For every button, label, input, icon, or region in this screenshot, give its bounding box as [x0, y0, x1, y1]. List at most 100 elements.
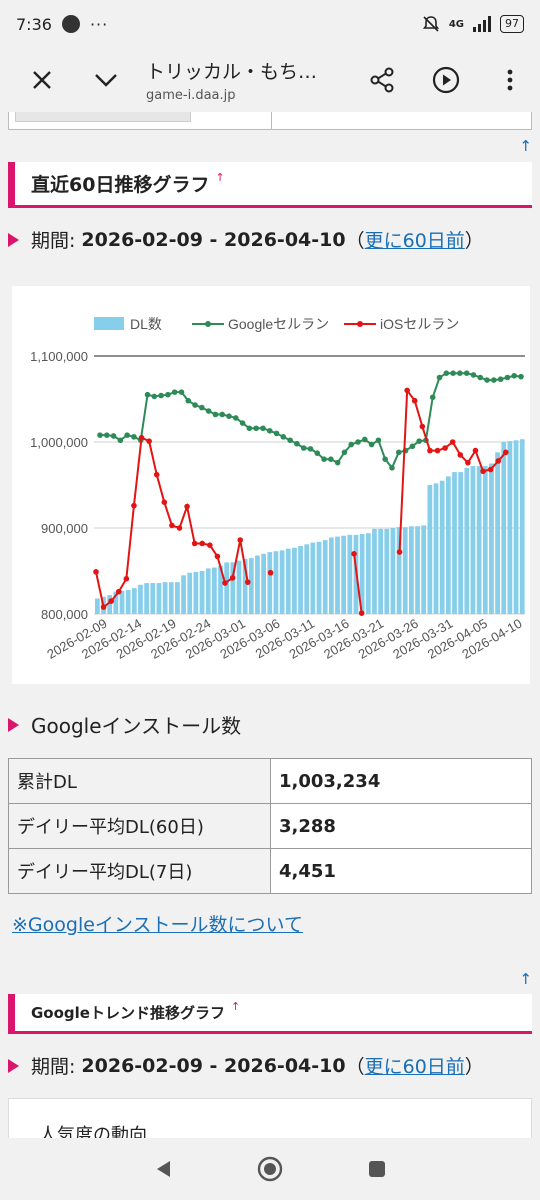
stat-label: デイリー平均DL(60日): [8, 803, 271, 849]
google-rank-point: [233, 415, 239, 421]
period-close-paren: ）: [464, 230, 484, 252]
play-button[interactable]: [424, 58, 468, 102]
google-rank-point: [165, 391, 171, 398]
google-rank-point: [497, 376, 504, 383]
page-url: game-i.daa.jp: [146, 88, 236, 103]
legend-label: Googleセルラン: [228, 316, 329, 332]
page-top-link[interactable]: ↑: [519, 970, 532, 988]
google-rank-point: [334, 459, 341, 466]
dl-bar: [205, 568, 211, 614]
google-rank-point: [518, 373, 524, 380]
google-rank-point: [294, 440, 300, 447]
period-label: 期間:: [31, 1056, 76, 1078]
ios-rank-point: [199, 540, 206, 547]
dl-bar: [211, 567, 217, 614]
dl-bar: [427, 485, 433, 614]
install-stats-table: 累計DL 1,003,234 デイリー平均DL(60日) 3,288 デイリー平…: [8, 758, 532, 894]
dl-bar: [150, 583, 156, 614]
google-rank-point: [253, 425, 259, 432]
dl-bar: [409, 526, 414, 614]
google-rank-point: [491, 377, 497, 383]
ios-rank-point: [123, 575, 130, 582]
share-button[interactable]: [360, 58, 404, 102]
google-installs-note-link[interactable]: ※Googleインストール数について: [12, 914, 303, 936]
y-tick-label: 900,000: [41, 521, 88, 536]
legend-swatch-dl: [94, 317, 124, 330]
stat-label: 累計DL: [8, 758, 271, 804]
dl-bar: [501, 442, 507, 614]
google-rank-point: [151, 393, 158, 400]
dl-bar: [470, 466, 476, 614]
dl-bar: [304, 544, 310, 614]
app-notification-icon: [61, 15, 80, 33]
google-rank-point: [395, 449, 402, 456]
dl-bar: [95, 598, 100, 614]
previous-60-days-link[interactable]: 更に60日前: [364, 230, 465, 252]
google-rank-point: [450, 370, 456, 376]
ios-rank-point: [146, 438, 152, 444]
ios-rank-point: [358, 610, 365, 616]
bullet-triangle-icon: [8, 717, 19, 732]
dl-bar: [261, 553, 266, 614]
ios-rank-point: [191, 540, 198, 547]
trend-previous-60-days-link[interactable]: 更に60日前: [364, 1056, 465, 1078]
dl-bar: [335, 536, 340, 614]
back-button[interactable]: [143, 1149, 183, 1189]
close-button[interactable]: [20, 58, 64, 102]
stat-value: 4,451: [270, 848, 532, 894]
browser-toolbar: トリッカル・もち… game-i.daa.jp: [0, 48, 540, 112]
ios-rank-point: [449, 439, 456, 445]
ios-rank-line: [353, 553, 363, 614]
status-bar: 7:36 ··· 4G 97: [0, 0, 540, 48]
dl-bar: [298, 546, 303, 614]
dl-bar: [519, 439, 525, 614]
trend-top-link[interactable]: ↑: [230, 1000, 241, 1013]
y-tick-label: 1,100,000: [30, 349, 88, 364]
google-installs-title: Googleインストール数: [31, 714, 242, 738]
table-cell-fragment: [15, 112, 191, 122]
dl-bar: [365, 533, 371, 614]
dl-bar: [421, 525, 427, 614]
home-button[interactable]: [250, 1149, 290, 1189]
dl-bar: [144, 583, 150, 614]
page-top-link[interactable]: ↑: [519, 137, 532, 155]
more-vert-icon: [507, 69, 513, 91]
close-icon: [33, 71, 51, 89]
play-icon: [432, 66, 460, 94]
recents-button[interactable]: [357, 1149, 397, 1189]
ios-rank-point: [404, 387, 410, 394]
google-rank-point: [103, 432, 110, 438]
period-label: 期間:: [31, 230, 76, 252]
recents-icon: [368, 1161, 385, 1177]
more-options-button[interactable]: [488, 58, 532, 102]
expand-button[interactable]: [84, 58, 128, 102]
dl-bar: [384, 528, 390, 614]
dl-bar: [224, 562, 230, 614]
legend-swatch-dot: [205, 321, 211, 327]
dl-bar: [452, 472, 457, 614]
dl-bar: [415, 526, 420, 614]
period-open-paren: （: [345, 230, 365, 252]
google-rank-point: [457, 370, 463, 376]
page-content[interactable]: ↑ 直近60日推移グラフ ↑ 期間: 2026-02-09 - 2026-04-…: [0, 112, 540, 1138]
google-rank-point: [124, 432, 130, 438]
google-rank-point: [266, 428, 273, 434]
section-top-link[interactable]: ↑: [215, 171, 225, 184]
stat-value: 1,003,234: [270, 758, 532, 804]
google-rank-point: [314, 450, 321, 456]
dl-bar: [255, 555, 260, 614]
y-tick-label: 800,000: [41, 607, 88, 622]
dl-bar: [310, 542, 316, 614]
google-rank-point: [287, 437, 293, 444]
google-rank-point: [484, 377, 490, 383]
ios-rank-point: [351, 551, 357, 557]
google-rank-point: [416, 438, 422, 444]
dl-bar: [347, 534, 353, 614]
dl-bar: [495, 452, 500, 614]
dl-bar: [119, 590, 125, 614]
legend-swatch-dot: [357, 321, 363, 327]
dl-bar: [199, 571, 205, 614]
trend-period-row: 期間: 2026-02-09 - 2026-04-10 （ 更に60日前 ）: [8, 1052, 484, 1079]
home-icon: [257, 1156, 283, 1182]
dl-bar: [236, 560, 242, 614]
